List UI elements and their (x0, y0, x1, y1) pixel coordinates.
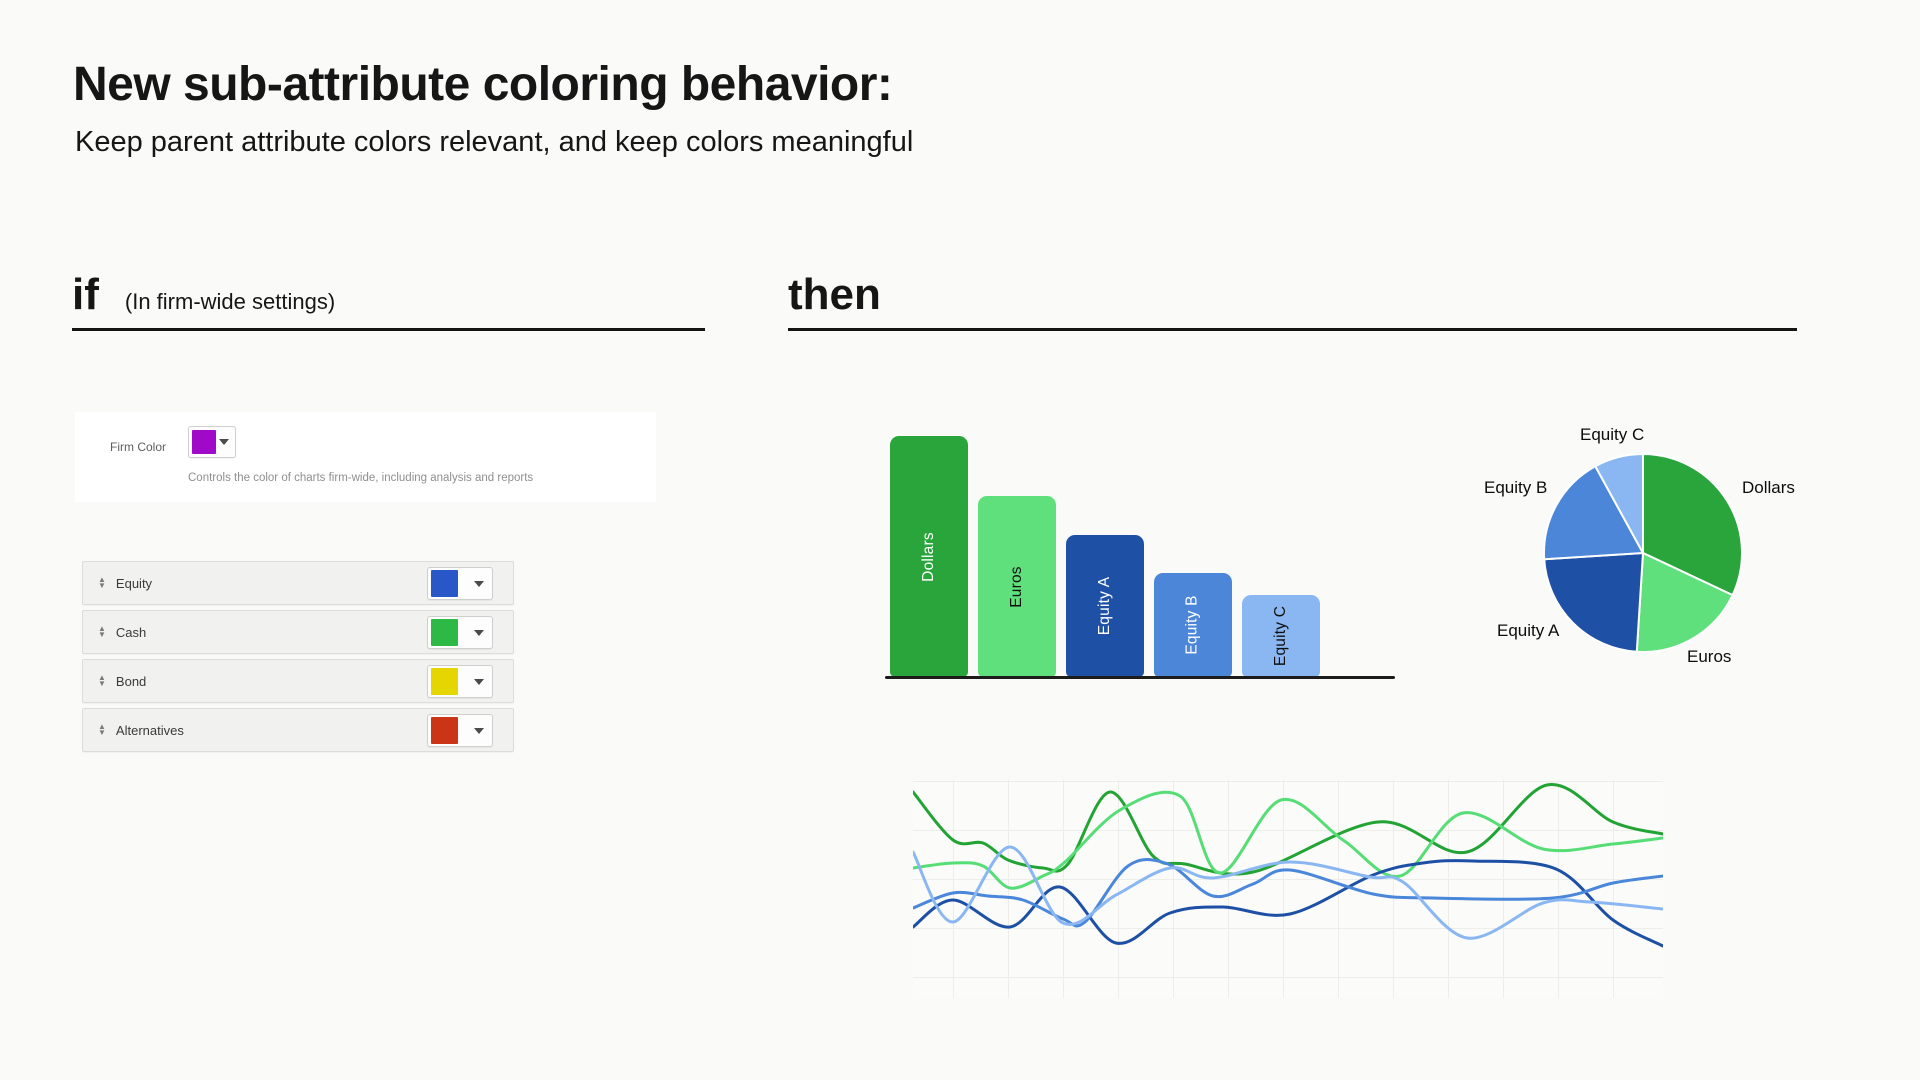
if-note: (In firm-wide settings) (124, 289, 336, 314)
attribute-row-equity[interactable]: ▲ ▼ Equity (82, 561, 514, 605)
line-series-blue-light (913, 845, 1663, 940)
line-series-blue-medium (913, 857, 1663, 928)
line-series-green-light (913, 790, 1663, 890)
page-title: New sub-attribute coloring behavior: (73, 58, 893, 111)
pie-label-equity-b: Equity B (1484, 478, 1548, 497)
bar-chart-baseline (885, 676, 1395, 679)
pie-slice-equity-b (1543, 465, 1644, 561)
line-chart (913, 780, 1663, 998)
attribute-color-dropdown[interactable] (427, 714, 493, 747)
then-underline (788, 328, 1797, 331)
pie-label-equity-a: Equity A (1497, 621, 1560, 640)
if-keyword: if (72, 270, 99, 319)
attribute-color-dropdown[interactable] (427, 616, 493, 649)
attribute-color-swatch (431, 717, 458, 744)
pie-slice-dollars (1642, 453, 1743, 597)
bar-equity-c: Equity C (1242, 595, 1320, 677)
line-chart-series (913, 783, 1663, 948)
pie-slice-euros (1635, 552, 1734, 653)
bar-label: Dollars (919, 531, 937, 582)
attribute-color-swatch (431, 668, 458, 695)
bar-label: Equity B (1183, 595, 1201, 655)
pie-slice-equity-c (1594, 453, 1644, 554)
firm-color-card: Firm Color Controls the color of charts … (75, 412, 656, 502)
line-series-blue-dark (913, 859, 1663, 948)
attribute-label: Equity (115, 575, 153, 591)
attribute-row-alternatives[interactable]: ▲ ▼ Alternatives (82, 708, 514, 752)
firm-color-dropdown[interactable] (188, 426, 236, 458)
attribute-row-cash[interactable]: ▲ ▼ Cash (82, 610, 514, 654)
bar-equity-a: Equity A (1066, 535, 1144, 677)
attribute-label: Bond (115, 673, 147, 689)
pie-label-euros: Euros (1687, 647, 1732, 666)
attribute-label: Alternatives (115, 722, 184, 738)
then-header: then (788, 270, 881, 320)
bar-chart: Dollars Euros Equity A Equity B Equity C (885, 436, 1395, 677)
firm-color-helper-text: Controls the color of charts firm-wide, … (188, 472, 534, 484)
firm-color-swatch (192, 430, 216, 454)
if-header: if (In firm-wide settings) (72, 270, 335, 320)
caret-down-icon (474, 629, 484, 636)
pie-slice-equity-a (1543, 552, 1644, 653)
attribute-color-dropdown[interactable] (427, 665, 493, 698)
if-underline (72, 328, 705, 331)
pie-label-equity-c: Equity C (1580, 425, 1645, 444)
attribute-label: Cash (115, 624, 147, 640)
bar-equity-b: Equity B (1154, 573, 1232, 677)
page-subtitle: Keep parent attribute colors relevant, a… (75, 126, 914, 158)
attribute-color-dropdown[interactable] (427, 567, 493, 600)
drag-handle-icon[interactable]: ▲ ▼ (98, 575, 106, 590)
drag-handle-icon[interactable]: ▲ ▼ (98, 673, 106, 688)
bar-label: Equity C (1272, 605, 1289, 667)
bar-label: Euros (1008, 565, 1025, 608)
bar-euros: Euros (978, 496, 1056, 677)
bar-label: Equity A (1096, 576, 1113, 636)
attribute-color-swatch (431, 619, 458, 646)
attribute-color-swatch (431, 570, 458, 597)
attribute-row-bond[interactable]: ▲ ▼ Bond (82, 659, 514, 703)
then-keyword: then (788, 270, 881, 319)
caret-down-icon (474, 678, 484, 685)
drag-handle-icon[interactable]: ▲ ▼ (98, 624, 106, 639)
pie-chart (1543, 453, 1743, 653)
drag-handle-icon[interactable]: ▲ ▼ (98, 722, 106, 737)
caret-down-icon (474, 727, 484, 734)
bar-dollars: Dollars (890, 436, 968, 677)
firm-color-label: Firm Color (110, 440, 166, 454)
caret-down-icon (219, 439, 229, 445)
pie-label-dollars: Dollars (1742, 478, 1795, 497)
caret-down-icon (474, 580, 484, 587)
